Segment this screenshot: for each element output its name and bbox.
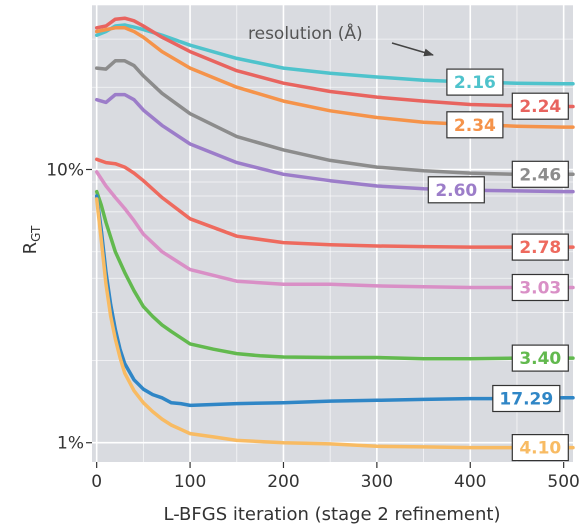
- x-tick-label: 300: [361, 472, 393, 492]
- series-lines: [94, 16, 575, 450]
- series-label-text: 3.03: [519, 279, 561, 299]
- series-line: [94, 16, 575, 109]
- series-label: 3.03: [511, 273, 569, 302]
- series-label: 2.78: [511, 233, 569, 261]
- series-line: [94, 170, 575, 290]
- series-label-box: [446, 68, 504, 96]
- series-label: 4.10: [511, 434, 569, 462]
- series-label-box: [511, 160, 569, 188]
- x-tick-label: 0: [91, 472, 102, 492]
- series-label-box: [511, 92, 569, 120]
- series-line: [94, 157, 575, 249]
- grid: [92, 4, 573, 462]
- y-axis-title: RGT: [20, 225, 43, 254]
- series-line: [94, 59, 575, 177]
- series-label-box: [511, 233, 569, 261]
- y-axis-title-subscript: GT: [29, 225, 43, 242]
- x-tick-label: 500: [547, 472, 579, 492]
- series-line: [94, 197, 575, 450]
- series-label: 2.16: [446, 68, 504, 96]
- series-label: 2.60: [427, 176, 485, 204]
- y-tick-label: 1%: [57, 434, 84, 454]
- y-axis-title-main: R: [20, 242, 41, 255]
- x-axis-ticks: 0 100 200 300 400 500: [91, 462, 580, 492]
- annotation-text: resolution (Å): [248, 22, 363, 44]
- x-tick-label: 100: [174, 472, 206, 492]
- series-label: 2.46: [511, 160, 569, 188]
- series-label: 3.40: [511, 344, 569, 372]
- series-label-box: [511, 344, 569, 372]
- series-label: 17.29: [492, 384, 561, 413]
- series-label-text: 3.40: [519, 349, 561, 369]
- y-tick-label: 10%: [46, 160, 84, 180]
- svg-text:RGT: RGT: [20, 225, 43, 254]
- series-label-box: [511, 434, 569, 462]
- series-label-text: 17.29: [499, 390, 553, 410]
- series-label-text: 2.46: [519, 165, 561, 185]
- annotation-arrow: [391, 42, 434, 57]
- series-label: 2.34: [446, 111, 504, 139]
- x-tick-label: 400: [454, 472, 486, 492]
- series-label-box: [511, 273, 569, 302]
- series-label-text: 2.16: [454, 73, 496, 93]
- series-label-box: [446, 111, 504, 139]
- series-label-text: 2.24: [519, 97, 561, 117]
- series-labels: 2.16 2.24 2.34 2.46 2.60 2.78 3.03 3.40 17.29 4.1…: [427, 68, 569, 462]
- series-label: 2.24: [511, 92, 569, 120]
- series-line: [94, 194, 575, 408]
- resolution-annotation: resolution (Å): [248, 22, 434, 57]
- series-label-text: 4.10: [519, 439, 561, 459]
- series-label-box: [492, 384, 561, 413]
- series-label-box: [427, 176, 485, 204]
- series-label-text: 2.60: [435, 181, 477, 201]
- series-line: [94, 92, 575, 194]
- series-line: [94, 189, 575, 361]
- y-axis-ticks: 1% 10%: [46, 160, 92, 454]
- x-axis-title: L-BFGS iteration (stage 2 refinement): [163, 504, 500, 525]
- series-label-text: 2.34: [454, 116, 496, 136]
- x-tick-label: 200: [267, 472, 299, 492]
- series-label-text: 2.78: [519, 238, 561, 258]
